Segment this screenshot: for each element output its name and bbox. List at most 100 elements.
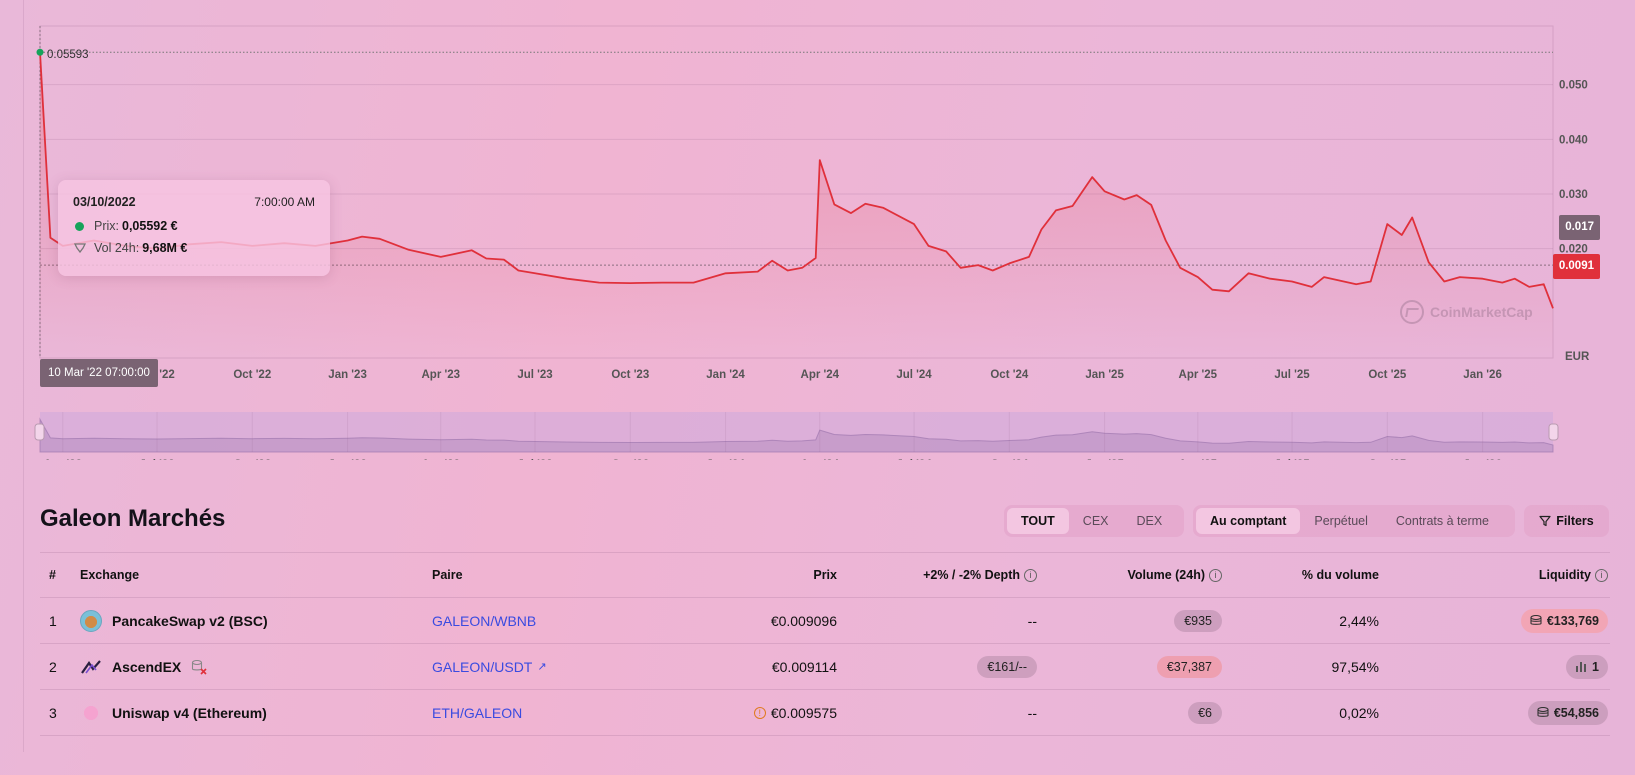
- header-depth[interactable]: +2% / -2% Depth i: [923, 553, 1037, 597]
- exchange-cell[interactable]: Uniswap v4 (Ethereum): [80, 690, 267, 735]
- tooltip-price-label: Prix:: [94, 219, 119, 233]
- tooltip-date: 03/10/2022: [73, 195, 136, 209]
- volume-cell: €935: [1174, 598, 1222, 643]
- navigator-tick-label: Apr '24: [801, 459, 840, 460]
- coinmarketcap-watermark: CoinMarketCap: [1400, 300, 1533, 324]
- ascendex-logo-icon: [81, 659, 101, 674]
- navigator-tick-label: Jan '25: [1085, 459, 1124, 460]
- header-price[interactable]: Prix: [813, 568, 837, 582]
- exchange-name[interactable]: Uniswap v4 (Ethereum): [112, 704, 267, 721]
- x-tick-label: Oct '25: [1368, 369, 1406, 381]
- markets-table: # Exchange Paire Prix +2% / -2% Depth i …: [40, 552, 1610, 736]
- price-chart-area[interactable]: 0.050 0.040 0.030 0.020 EUR 0.05593 '22 Oct '22…: [0, 0, 1635, 460]
- volume-pill: €37,387: [1156, 655, 1222, 678]
- x-tick-label: Jan '24: [706, 369, 745, 381]
- header-rank[interactable]: #: [49, 568, 56, 582]
- header-liquidity-label: Liquidity: [1538, 568, 1591, 582]
- header-exchange[interactable]: Exchange: [80, 568, 140, 582]
- navigator-tick-label: Apr '22: [44, 459, 83, 460]
- row-rank: 3: [49, 704, 57, 721]
- x-tick-label: Apr '24: [801, 369, 840, 381]
- navigator-tick-label: Apr '25: [1179, 459, 1218, 460]
- price-chart[interactable]: 0.050 0.040 0.030 0.020 EUR 0.05593 '22 Oct '22…: [0, 0, 1635, 460]
- tab-spot[interactable]: Au comptant: [1196, 508, 1301, 534]
- page-left-rule: [23, 0, 24, 752]
- liquidity-cell[interactable]: 1: [1566, 644, 1608, 689]
- depth-pill: €161/--: [977, 655, 1037, 678]
- liquidity-pill[interactable]: 1: [1566, 654, 1608, 679]
- exchange-name[interactable]: AscendEX: [112, 658, 182, 675]
- tooltip-time: 7:00:00 AM: [254, 195, 315, 209]
- depth-value: --: [1027, 612, 1037, 629]
- row-rank: 2: [49, 658, 57, 675]
- header-liquidity[interactable]: Liquidity i: [1539, 553, 1608, 597]
- x-tick-label: Oct '23: [611, 369, 649, 381]
- tab-cex[interactable]: CEX: [1082, 514, 1109, 528]
- volume-icon: [74, 243, 86, 253]
- exchange-type-tabs: TOUT CEX DEX: [1004, 505, 1184, 537]
- pair-cell[interactable]: ETH/GALEON: [432, 690, 522, 735]
- table-header: # Exchange Paire Prix +2% / -2% Depth i …: [40, 552, 1610, 598]
- x-tick-label: Jul '23: [517, 369, 552, 381]
- table-row[interactable]: 1 PancakeSwap v2 (BSC) GALEON/WBNB €0.00…: [40, 598, 1610, 644]
- liquidity-value: €54,856: [1553, 705, 1599, 720]
- tab-perpetual[interactable]: Perpétuel: [1314, 514, 1368, 528]
- pair-link[interactable]: ETH/GALEON: [432, 704, 523, 721]
- database-icon: [1530, 615, 1542, 625]
- external-link-icon[interactable]: ↗: [537, 661, 547, 673]
- navigator-handle-right: [1548, 423, 1559, 441]
- y-tick-label: 0.020: [1559, 244, 1588, 256]
- x-tick-label: '22: [159, 369, 175, 381]
- filter-icon: [1539, 515, 1551, 527]
- markets-title: Galeon Marchés: [40, 505, 226, 532]
- header-pair[interactable]: Paire: [432, 568, 463, 582]
- liquidity-value: 1: [1592, 659, 1599, 674]
- filters-button[interactable]: Filters: [1524, 505, 1609, 537]
- y-tick-label: 0.030: [1559, 189, 1588, 201]
- liquidity-cell[interactable]: €54,856: [1527, 690, 1608, 735]
- liquidity-pill[interactable]: €133,769: [1520, 608, 1608, 633]
- pair-link[interactable]: GALEON/USDT: [432, 658, 533, 675]
- pair-cell[interactable]: GALEON/WBNB: [432, 598, 536, 643]
- liquidity-pill[interactable]: €54,856: [1527, 700, 1608, 725]
- volume-pill: €935: [1174, 609, 1222, 632]
- info-icon[interactable]: i: [1595, 568, 1608, 582]
- row-rank: 1: [49, 612, 57, 629]
- x-tick-label: Apr '23: [422, 369, 461, 381]
- table-row[interactable]: 2 AscendEX GALEON/USDT ↗ €0.009114 €161/…: [40, 644, 1610, 690]
- filters-label: Filters: [1556, 514, 1594, 528]
- x-tick-label: Jan '23: [328, 369, 367, 381]
- info-icon[interactable]: i: [1024, 568, 1037, 582]
- pair-cell[interactable]: GALEON/USDT ↗: [432, 644, 547, 689]
- header-volume[interactable]: Volume (24h) i: [1127, 553, 1222, 597]
- last-price-chip: 0.0091: [1552, 254, 1600, 279]
- y-tick-label: 0.050: [1559, 80, 1588, 92]
- x-tick-label: Oct '24: [990, 369, 1028, 381]
- liquidity-cell[interactable]: €133,769: [1520, 598, 1608, 643]
- exchange-name[interactable]: PancakeSwap v2 (BSC): [112, 612, 268, 629]
- x-tick-label: Jan '26: [1463, 369, 1502, 381]
- chart-tooltip: 03/10/2022 7:00:00 AM Prix: 0,05592 € Vo…: [58, 180, 330, 276]
- pct-volume-value: 97,54%: [1331, 658, 1379, 675]
- pair-link[interactable]: GALEON/WBNB: [432, 612, 537, 629]
- info-icon[interactable]: i: [1209, 568, 1222, 582]
- navigator-tick-label: Jul '25: [1274, 459, 1310, 460]
- no-proof-of-reserves-icon[interactable]: [191, 659, 207, 675]
- header-depth-label: +2% / -2% Depth: [923, 568, 1020, 582]
- tab-dex[interactable]: DEX: [1136, 514, 1163, 528]
- x-tick-label: Jul '24: [896, 369, 932, 381]
- warning-icon[interactable]: !: [753, 706, 766, 719]
- header-pct-volume[interactable]: % du volume: [1301, 568, 1379, 582]
- price-value: €0.009096: [770, 612, 837, 629]
- tab-all[interactable]: TOUT: [1007, 508, 1069, 534]
- depth-cell: €161/--: [977, 644, 1037, 689]
- navigator-tick-label: Oct '23: [611, 459, 649, 460]
- table-row[interactable]: 3 Uniswap v4 (Ethereum) ETH/GALEON ! €0.…: [40, 690, 1610, 736]
- x-tick-label: Jul '25: [1274, 369, 1310, 381]
- depth-value: --: [1027, 704, 1037, 721]
- price-cell: ! €0.009575: [753, 690, 837, 735]
- exchange-cell[interactable]: PancakeSwap v2 (BSC): [80, 598, 268, 643]
- tab-futures[interactable]: Contrats à terme: [1395, 514, 1489, 528]
- exchange-cell[interactable]: AscendEX: [80, 644, 207, 689]
- hover-price-chip: 0.017: [1559, 215, 1600, 240]
